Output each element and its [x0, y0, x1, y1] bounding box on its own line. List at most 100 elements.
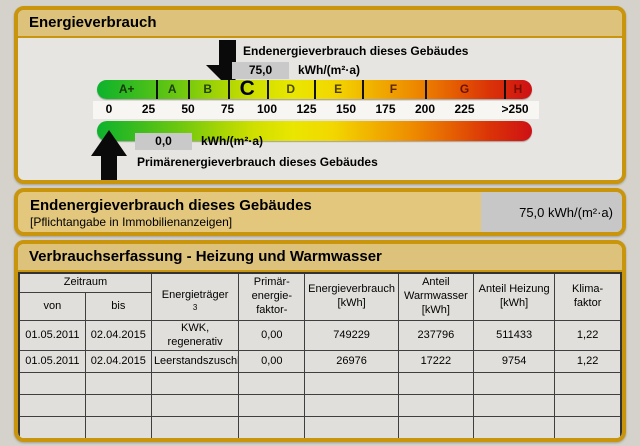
scale-tick-label: 225 — [454, 102, 475, 116]
table-cell: Leerstandszuschlag — [150, 350, 240, 374]
panel-header-verbrauchserfassung: Verbrauchserfassung - Heizung und Warmwa… — [18, 244, 622, 272]
table-cell — [304, 372, 399, 396]
end-energy-value-box: 75,0 — [232, 62, 289, 79]
table-cell — [84, 416, 152, 438]
primary-energy-unit: kWh/(m²·a) — [201, 134, 263, 148]
class-boundary-divider — [361, 80, 364, 99]
table-cell — [554, 372, 622, 396]
col-header-klimafaktor: Klima- faktor — [554, 272, 622, 321]
table-cell — [554, 416, 622, 438]
class-boundary-divider — [425, 80, 427, 99]
efficiency-class-letter: F — [389, 82, 398, 96]
table-cell: KWK, regenerativ — [150, 319, 240, 352]
table-cell — [150, 372, 240, 396]
panel-header-energieverbrauch: Energieverbrauch — [18, 10, 622, 38]
end-energy-summary-value-box: 75,0 kWh/(m²·a) — [481, 192, 622, 232]
table-row: 01.05.2011 02.04.2015 KWK, regenerativ 0,00… — [18, 319, 622, 352]
scale-tick-label: 150 — [335, 102, 357, 116]
consumption-table: Zeitraum Energieträger 3 Primär- energie… — [18, 272, 622, 442]
table-cell — [238, 394, 306, 418]
table-cell: 01.05.2011 — [18, 319, 86, 352]
table-cell — [397, 372, 474, 396]
primary-energy-marker-label: Primärenergieverbrauch dieses Gebäudes — [137, 155, 378, 169]
table-cell — [398, 439, 473, 442]
panel1-title: Energieverbrauch — [29, 14, 157, 31]
table-cell: 237796 — [397, 319, 474, 352]
table-cell: 02.04.2015 — [84, 350, 152, 374]
table-cell — [84, 394, 152, 418]
efficiency-class-letter: B — [203, 82, 213, 96]
efficiency-class-letter: A — [167, 82, 177, 96]
table-row — [18, 416, 622, 438]
scale-tick-label: 75 — [220, 102, 235, 116]
class-boundary-divider — [227, 80, 230, 99]
table-cell — [84, 372, 152, 396]
arrow-down-shaft — [219, 40, 236, 65]
table-cell — [85, 439, 151, 442]
table-cell — [150, 416, 240, 438]
table-row — [18, 394, 622, 418]
tick-strip-background — [93, 101, 539, 119]
energy-consumption-panel: Energieverbrauch Endenergieverbrauch die… — [14, 6, 626, 184]
table-cell — [305, 439, 398, 442]
efficiency-class-letter: E — [334, 82, 343, 96]
col-header-bis: bis — [84, 291, 152, 321]
col-header-energieverbrauch: Energieverbrauch [kWh] — [304, 272, 399, 321]
table-cell — [555, 439, 621, 442]
table-cell: 0,00 — [238, 350, 306, 374]
col-header-anteil-heizung: Anteil Heizung [kWh] — [472, 272, 556, 321]
table-cell — [150, 394, 240, 418]
end-energy-summary-title: Endenergieverbrauch dieses Gebäudes — [30, 197, 312, 214]
table-cell: 1,22 — [554, 350, 622, 374]
scale-tick-label: 175 — [375, 102, 396, 116]
scale-tick-label: 200 — [414, 102, 436, 116]
col-header-energietraeger: Energieträger 3 — [150, 272, 240, 321]
table-cell — [238, 372, 306, 396]
table-cell — [304, 394, 399, 418]
table-row — [18, 372, 622, 396]
col-header-primaerenergiefaktor: Primär- energie- faktor- — [238, 272, 306, 321]
arrow-up-shaft — [101, 156, 117, 180]
table-cell: 02.04.2015 — [84, 319, 152, 352]
table-cell: 1,22 — [554, 319, 622, 352]
table-cell: 17222 — [397, 350, 474, 374]
table-cell: 26976 — [304, 350, 399, 374]
table-cell — [18, 372, 86, 396]
table-cell — [472, 394, 556, 418]
scale-tick-label: 100 — [256, 102, 278, 116]
energy-scale-area: Endenergieverbrauch dieses Gebäudes 75,0… — [18, 38, 622, 180]
efficiency-class-letter: D — [286, 82, 296, 96]
col-header-zeitraum: Zeitraum — [18, 272, 152, 293]
table-cell — [238, 416, 306, 438]
table-cell: 01.05.2011 — [18, 350, 86, 374]
table-cell — [397, 394, 474, 418]
energietraeger-footnote: 3 — [192, 302, 198, 312]
class-boundary-divider — [267, 80, 269, 99]
class-boundary-divider — [504, 80, 506, 99]
consumption-table-body: 01.05.2011 02.04.2015 KWK, regenerativ 0,00… — [18, 319, 622, 442]
class-boundary-divider — [314, 80, 317, 99]
table-cell — [239, 439, 305, 442]
col-header-von: von — [18, 291, 86, 321]
table-cell — [18, 394, 86, 418]
col-header-anteil-warmwasser: Anteil Warmwasser [kWh] — [397, 272, 474, 321]
primary-energy-value-box: 0,0 — [135, 133, 192, 150]
end-energy-marker-label: Endenergieverbrauch dieses Gebäudes — [243, 44, 469, 58]
table-cell — [397, 416, 474, 438]
table-row — [19, 439, 621, 442]
end-energy-unit: kWh/(m²·a) — [298, 63, 360, 77]
table-row: 01.05.201102.04.2015Leerstandszuschlag0,… — [18, 350, 622, 374]
efficiency-class-letter: G — [459, 82, 470, 96]
table-cell — [472, 372, 556, 396]
table-cell — [304, 416, 399, 438]
scale-tick-label: 25 — [141, 102, 156, 116]
end-energy-summary-subtitle: [Pflichtangabe in Immobilienanzeigen] — [30, 215, 233, 229]
table-cell: 749229 — [304, 319, 399, 352]
table-cell: 9754 — [472, 350, 556, 374]
scale-tick-label: >250 — [501, 102, 529, 116]
table-cell — [151, 439, 238, 442]
efficiency-class-band-bar: A+ A B C D E F G H — [97, 78, 532, 99]
arrow-up-head — [91, 130, 127, 156]
scale-tick-label: 0 — [105, 102, 113, 116]
